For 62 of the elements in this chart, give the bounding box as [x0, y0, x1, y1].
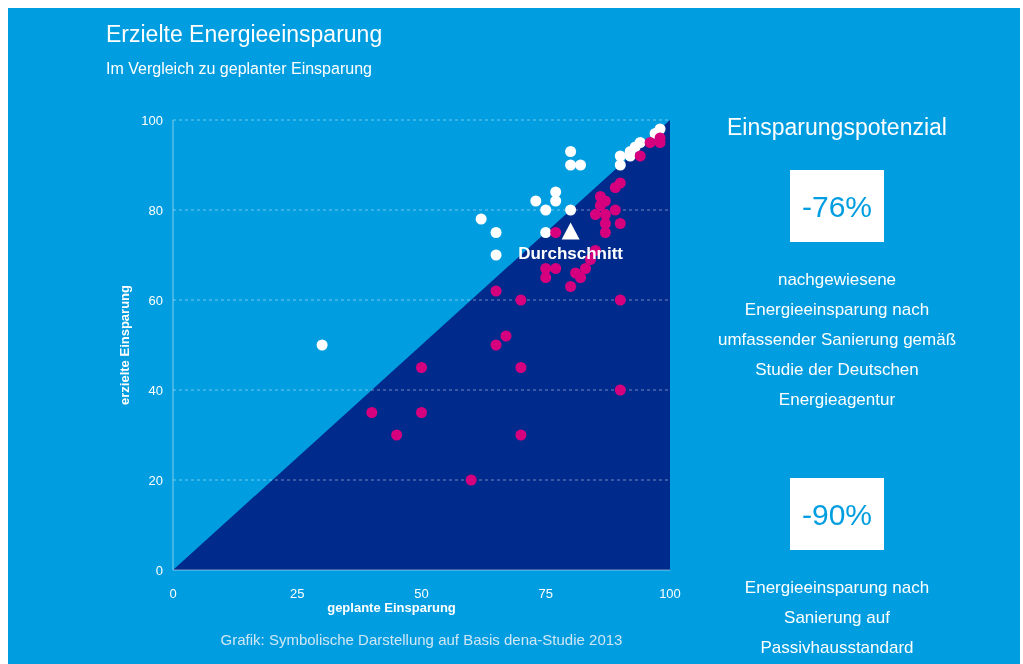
value-box: -76%: [790, 170, 884, 242]
point: [530, 195, 542, 207]
point: [550, 195, 562, 207]
point: [416, 362, 427, 373]
point: [614, 294, 626, 306]
point: [565, 159, 577, 171]
point: [490, 227, 502, 238]
value-box: -90%: [790, 478, 884, 550]
y-tick-label: 60: [148, 292, 163, 308]
point: [644, 137, 656, 148]
point: [540, 227, 552, 238]
point: [634, 150, 646, 162]
point: [565, 281, 577, 292]
point: [540, 272, 552, 283]
text: Grafik: Symbolische Darstellung auf Basis dena-Studie 2013: [220, 631, 623, 648]
point: [561, 222, 580, 240]
y-tick-label: 100: [141, 112, 163, 128]
y-tick-label: 80: [148, 202, 163, 218]
point: [589, 209, 601, 220]
point: [316, 339, 328, 351]
point: [500, 330, 512, 342]
point: [614, 218, 626, 229]
x-axis-title: geplante Einsparung: [327, 600, 456, 615]
point: [609, 204, 621, 216]
point: [634, 137, 646, 148]
point: [416, 407, 427, 418]
y-tick-label: 40: [148, 382, 163, 398]
text: nachgewiesene Energieeinsparung nach umfassender Sanierung gemäß Studie der Deutschen Energieagentur: [717, 270, 957, 409]
point: [599, 227, 611, 238]
point: [614, 177, 626, 189]
point: [465, 474, 477, 486]
point: [550, 263, 562, 274]
point: [391, 429, 403, 441]
point: [575, 272, 587, 283]
point: [490, 249, 502, 261]
point: [550, 227, 562, 238]
x-tick-label: 0: [169, 586, 177, 601]
y-tick-label: 0: [155, 562, 163, 578]
x-tick-label: 75: [538, 586, 553, 601]
y-axis-title: erzielte Einsparung: [117, 284, 132, 405]
chart-title: Erzielte Energieeinsparung: [106, 21, 383, 47]
point: [475, 213, 487, 225]
point: [515, 362, 527, 373]
point: [490, 339, 502, 351]
point: [575, 159, 587, 171]
text: Energieeinsparung nach Sanierung auf Passivhausstandard: [744, 578, 930, 657]
x-tick-label: 50: [414, 586, 429, 601]
chart-subtitle: Im Vergleich zu geplanter Einsparung: [106, 60, 372, 77]
x-tick-label: 25: [290, 586, 305, 601]
text: Einsparungspotenzial: [727, 114, 947, 140]
point: [580, 263, 592, 274]
point: [565, 146, 577, 157]
point: [565, 204, 577, 216]
point: [490, 285, 502, 297]
y-tick-label: 20: [148, 472, 163, 488]
x-tick-label: 100: [659, 586, 681, 601]
point: [366, 407, 378, 418]
point: [614, 150, 626, 162]
point: [540, 204, 552, 216]
point: [515, 294, 527, 306]
point: [515, 429, 527, 441]
point: [614, 384, 626, 396]
